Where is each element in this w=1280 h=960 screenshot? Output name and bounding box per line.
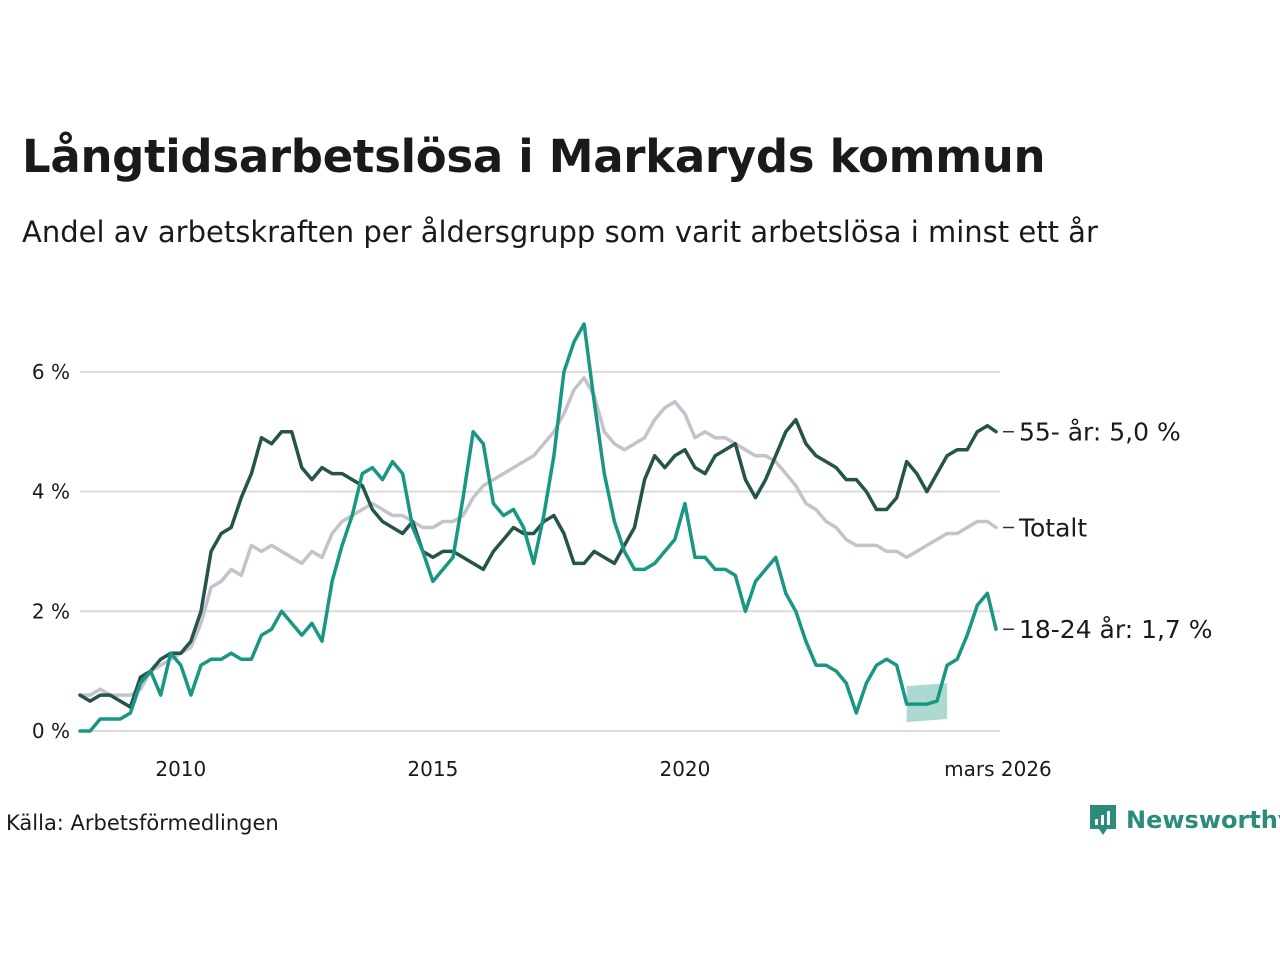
line-chart: 0 % 2 % 4 % 6 % 2010 2015 2020 mars 2026 Totalt 5… — [32, 322, 1213, 781]
series-line — [78, 417, 998, 709]
series-end-label: 55- år: 5,0 % — [1019, 418, 1181, 447]
brand-logo[interactable]: Newsworthy — [1088, 803, 1280, 837]
source-note: Källa: Arbetsförmedlingen — [6, 811, 279, 835]
chart-title: Långtidsarbetslösa i Markaryds kommun — [22, 130, 1046, 183]
x-tick-label: 2015 — [407, 757, 458, 781]
x-tick-label: 2020 — [659, 757, 710, 781]
y-tick-label: 2 % — [32, 599, 70, 623]
series-end-label: 18-24 år: 1,7 % — [1019, 615, 1213, 644]
x-tick-label: 2010 — [155, 757, 206, 781]
newsworthy-logo-icon — [1090, 805, 1116, 835]
y-tick-label: 0 % — [32, 719, 70, 743]
series-end-label: Totalt — [1018, 513, 1087, 542]
series-line — [78, 376, 998, 697]
x-tick-label: mars 2026 — [944, 757, 1052, 781]
brand-name: Newsworthy — [1126, 806, 1280, 834]
chart-subtitle: Andel av arbetskraften per åldersgrupp s… — [22, 215, 1098, 249]
series-line — [78, 322, 998, 733]
y-tick-label: 4 % — [32, 480, 70, 504]
y-tick-label: 6 % — [32, 360, 70, 384]
